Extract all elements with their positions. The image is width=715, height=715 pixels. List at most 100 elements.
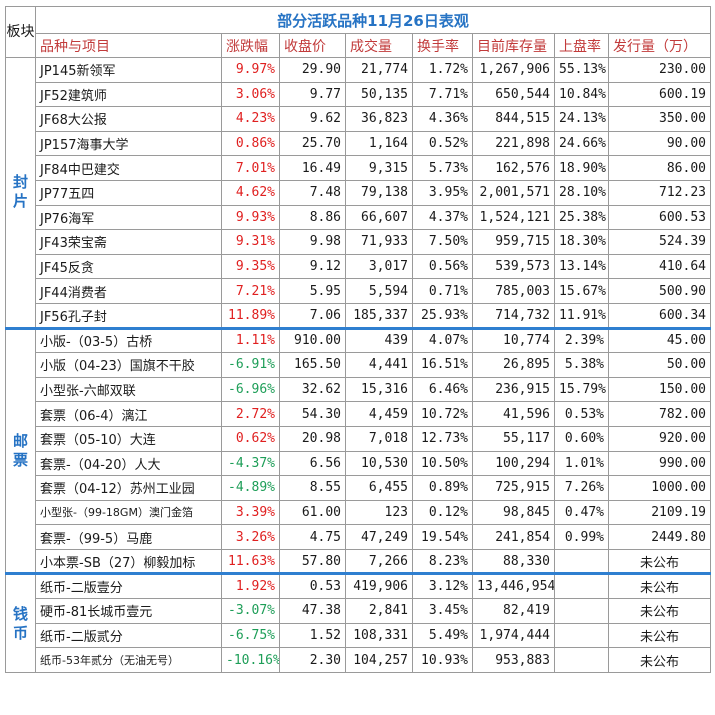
cell-close: 5.95 (279, 278, 346, 304)
header-turnover: 换手率 (412, 33, 473, 58)
cell-volume: 10,530 (345, 450, 413, 477)
cell-issue: 未公布 (608, 548, 711, 575)
cell-stock: 13,446,954 (472, 572, 555, 600)
cell-change: 7.01% (221, 155, 280, 181)
cell-stock: 2,001,571 (472, 179, 555, 206)
cell-issue: 600.34 (608, 302, 711, 329)
cell-close: 6.56 (279, 450, 346, 477)
cell-turnover: 3.45% (412, 598, 473, 624)
cell-name: 套票-（99-5）马鹿 (35, 524, 222, 550)
cell-change: -4.89% (221, 475, 280, 501)
cell-volume: 4,459 (345, 401, 413, 427)
cell-stock: 1,974,444 (472, 622, 555, 649)
cell-name: 硬币-81长城币壹元 (35, 598, 222, 624)
header-stock: 目前库存量 (472, 33, 555, 58)
sheet: 板块 部分活跃品种11月26日表观 品种与项目 涨跌幅 收盘价 成交量 换手率 … (5, 6, 711, 673)
cell-volume: 6,455 (345, 475, 413, 501)
table-row: JF43荣宝斋 9.31% 9.98 71,933 7.50% 959,715 18.30%… (6, 229, 711, 255)
cell-close: 7.48 (279, 179, 346, 206)
cell-volume: 79,138 (345, 179, 413, 206)
cell-stock: 26,895 (472, 352, 555, 378)
cell-issue: 150.00 (608, 376, 711, 403)
cell-name: 小版-（03-5）古桥 (35, 326, 222, 354)
cell-stock: 221,898 (472, 130, 555, 157)
section-label: 邮票 (5, 326, 36, 575)
cell-stock: 785,003 (472, 278, 555, 304)
cell-name: JF56孔子封 (35, 302, 222, 329)
cell-name: 小本票-SB（27）柳毅加标 (35, 548, 222, 575)
table-row: 封片 JP145新领军 9.97% 29.90 21,774 1.72% 1,267,906… (5, 57, 711, 329)
cell-close: 32.62 (279, 376, 346, 403)
header-listing: 上盘率 (554, 33, 609, 58)
table-row: 小型张-（99-18GM）澳门金箔 3.39% 61.00 123 0.12% 98,84… (6, 499, 711, 526)
cell-volume: 7,266 (345, 548, 413, 575)
table-row: JF84中巴建交 7.01% 16.49 9,315 5.73% 162,576 18.90… (6, 155, 711, 181)
cell-volume: 104,257 (345, 647, 413, 673)
cell-volume: 47,249 (345, 524, 413, 550)
cell-name: JF68大公报 (35, 106, 222, 132)
cell-close: 16.49 (279, 155, 346, 181)
cell-listing: 55.13% (554, 57, 609, 83)
cell-turnover: 3.95% (412, 179, 473, 206)
cell-issue: 990.00 (608, 450, 711, 477)
cell-change: 3.06% (221, 81, 280, 108)
cell-change: -6.75% (221, 622, 280, 649)
cell-stock: 10,774 (472, 326, 555, 354)
cell-listing: 7.26% (554, 475, 609, 501)
cell-change: 1.11% (221, 326, 280, 354)
cell-stock: 100,294 (472, 450, 555, 477)
sheet-title: 部分活跃品种11月26日表观 (35, 6, 711, 34)
cell-listing: 1.01% (554, 450, 609, 477)
cell-turnover: 4.37% (412, 204, 473, 231)
cell-turnover: 6.46% (412, 376, 473, 403)
cell-listing: 15.67% (554, 278, 609, 304)
cell-change: 9.35% (221, 253, 280, 280)
cell-issue: 524.39 (608, 229, 711, 255)
cell-volume: 50,135 (345, 81, 413, 108)
cell-close: 9.98 (279, 229, 346, 255)
cell-listing: 2.39% (554, 326, 609, 354)
cell-change: 3.26% (221, 524, 280, 550)
cell-listing: 0.60% (554, 425, 609, 452)
cell-volume: 419,906 (345, 572, 413, 600)
cell-turnover: 10.50% (412, 450, 473, 477)
cell-volume: 1,164 (345, 130, 413, 157)
cell-change: 11.89% (221, 302, 280, 329)
cell-listing (554, 572, 609, 600)
table-row: 小本票-SB（27）柳毅加标 11.63% 57.80 7,266 8.23% 88,33… (6, 548, 711, 575)
cell-name: JF44消费者 (35, 278, 222, 304)
cell-listing: 25.38% (554, 204, 609, 231)
cell-listing: 18.90% (554, 155, 609, 181)
table-row: 邮票 小版-（03-5）古桥 1.11% 910.00 439 4.07% 10,774 2.… (5, 326, 711, 575)
cell-turnover: 1.72% (412, 57, 473, 83)
cell-stock: 82,419 (472, 598, 555, 624)
cell-issue: 未公布 (608, 622, 711, 649)
cell-issue: 600.53 (608, 204, 711, 231)
cell-name: JP77五四 (35, 179, 222, 206)
cell-name: JP76海军 (35, 204, 222, 231)
cell-stock: 236,915 (472, 376, 555, 403)
cell-stock: 844,515 (472, 106, 555, 132)
table-row: JP76海军 9.93% 8.86 66,607 4.37% 1,524,121 25.38… (6, 204, 711, 231)
header-name: 品种与项目 (35, 33, 222, 58)
table-row: 套票（04-12）苏州工业园 -4.89% 8.55 6,455 0.89% 725,91… (6, 475, 711, 501)
cell-turnover: 12.73% (412, 425, 473, 452)
cell-listing: 0.99% (554, 524, 609, 550)
section-label-text: 邮票 (13, 432, 29, 469)
cell-name: 小型张-（99-18GM）澳门金箔 (35, 499, 222, 526)
cell-turnover: 0.12% (412, 499, 473, 526)
cell-change: -3.07% (221, 598, 280, 624)
cell-issue: 45.00 (608, 326, 711, 354)
cell-name: 套票（04-12）苏州工业园 (35, 475, 222, 501)
cell-change: 2.72% (221, 401, 280, 427)
cell-close: 9.62 (279, 106, 346, 132)
cell-issue: 50.00 (608, 352, 711, 378)
cell-change: 9.93% (221, 204, 280, 231)
cell-change: -4.37% (221, 450, 280, 477)
cell-change: -6.91% (221, 352, 280, 378)
cell-volume: 71,933 (345, 229, 413, 255)
cell-listing (554, 548, 609, 575)
cell-volume: 15,316 (345, 376, 413, 403)
cell-stock: 650,544 (472, 81, 555, 108)
table-row: 小版（04-23）国旗不干胶 -6.91% 165.50 4,441 16.51% 26,… (6, 352, 711, 378)
